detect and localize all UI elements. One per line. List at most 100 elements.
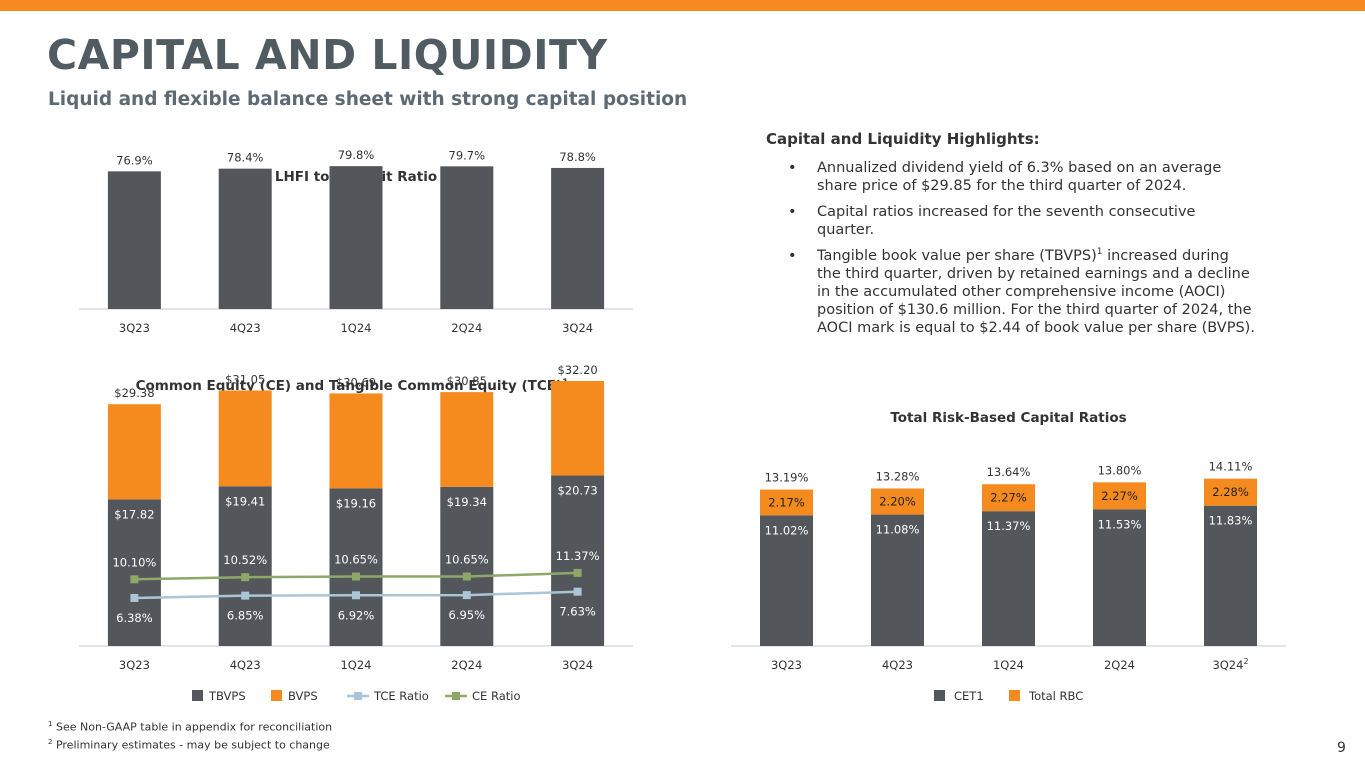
tbvps-bar (440, 486, 494, 646)
footnote-1-text: See Non-GAAP table in appendix for recon… (52, 720, 333, 734)
ce-ratio-marker (241, 573, 250, 582)
rbc-total-label: 13.19% (765, 471, 809, 485)
rbc-tick-footnote: 2 (1243, 657, 1248, 666)
ltd-bar (107, 171, 161, 309)
tce-ratio-marker (352, 591, 360, 600)
legend-marker (354, 692, 362, 700)
total-rbc-value-label: 2.28% (1212, 485, 1249, 499)
tce-ratio-label: 6.38% (116, 611, 153, 625)
cet1-bar (760, 515, 813, 646)
bvps-value-label: $30.69 (336, 375, 376, 389)
footnote-ref-1: 1 (1096, 247, 1103, 258)
top-accent-bar (0, 0, 1365, 11)
footnotes: 1 See Non-GAAP table in appendix for rec… (48, 717, 332, 752)
highlight-dividend-yield: Annualized dividend yield of 6.3% based … (766, 159, 1256, 195)
page-number: 9 (1337, 740, 1346, 756)
tce-ratio-label: 6.85% (227, 609, 264, 623)
ce-ratio-marker (462, 572, 471, 581)
cet1-bar (982, 511, 1035, 646)
rbc-total-label: 13.80% (1098, 463, 1142, 477)
rbc-x-tick-label: 4Q23 (882, 658, 913, 672)
legend-swatch (934, 690, 945, 701)
ce-ratio-marker (352, 572, 360, 581)
cet1-bar (871, 514, 924, 646)
ce-ratio-label: 10.65% (334, 553, 378, 567)
tce-ratio-label: 6.92% (338, 608, 375, 622)
legend-swatch (271, 690, 282, 701)
ltd-value-label: 79.7% (449, 148, 486, 162)
footnote-2-marker: 2 (48, 737, 53, 746)
legend-label: TBVPS (208, 689, 246, 703)
rbc-x-tick-label: 1Q24 (993, 658, 1024, 672)
legend-label: CE Ratio (472, 689, 520, 703)
total-rbc-bar (982, 484, 1035, 512)
legend-label: TCE Ratio (373, 689, 429, 703)
legend-label: BVPS (288, 689, 318, 703)
equity-x-tick-label: 2Q24 (451, 658, 482, 672)
page-subtitle: Liquid and flexible balance sheet with s… (48, 89, 688, 110)
footnote-2: 2 Preliminary estimates - may be subject… (48, 735, 332, 753)
bvps-bar (329, 393, 383, 489)
tbvps-bar (329, 488, 383, 646)
ltd-bar (218, 168, 272, 309)
legend-swatch (192, 690, 203, 701)
tbvps-value-label: $20.73 (557, 483, 597, 497)
highlight-tbvps-text-b: increased during the third quarter, driv… (817, 248, 1255, 336)
ltd-x-tick-label: 3Q24 (562, 321, 593, 335)
tbvps-bar (551, 475, 605, 646)
highlight-tbvps: Tangible book value per share (TBVPS)1 i… (766, 247, 1256, 337)
ce-ratio-label: 10.10% (112, 555, 156, 569)
ltd-x-tick-label: 1Q24 (340, 321, 371, 335)
highlights-panel: Capital and Liquidity Highlights: Annual… (766, 130, 1256, 345)
tbvps-value-label: $19.16 (336, 496, 376, 510)
ltd-x-tick-label: 2Q24 (451, 321, 482, 335)
total-rbc-value-label: 2.17% (768, 495, 805, 509)
tce-ratio-marker (573, 587, 582, 596)
ltd-value-label: 78.4% (227, 151, 264, 165)
rbc-x-tick-label: 3Q242 (1212, 657, 1248, 672)
page-title: CAPITAL AND LIQUIDITY (47, 31, 608, 79)
highlight-tbvps-text-a: Tangible book value per share (TBVPS) (817, 248, 1097, 264)
tce-ratio-label: 6.95% (449, 608, 486, 622)
ce-ratio-label: 10.65% (445, 553, 489, 567)
equity-x-tick-label: 3Q23 (119, 658, 150, 672)
bvps-bar (107, 404, 161, 500)
ltd-value-label: 79.8% (338, 148, 375, 162)
ce-ratio-label: 10.52% (223, 553, 267, 567)
highlight-capital-ratios: Capital ratios increased for the seventh… (766, 203, 1256, 239)
total-rbc-bar (1093, 482, 1146, 510)
ltd-value-label: 76.9% (116, 153, 153, 167)
cet1-value-label: 11.83% (1209, 514, 1253, 528)
ltd-chart: LHFI to Deposit Ratio76.9%3Q2378.4%4Q237… (79, 148, 633, 335)
total-rbc-value-label: 2.27% (1101, 489, 1138, 503)
ltd-bar (440, 166, 494, 309)
cet1-value-label: 11.02% (765, 523, 809, 537)
ce-ratio-marker (130, 575, 139, 584)
total-rbc-bar (760, 489, 813, 516)
tbvps-value-label: $19.34 (447, 495, 487, 509)
rbc-x-tick-label: 3Q23 (771, 658, 802, 672)
ltd-value-label: 78.8% (559, 150, 596, 164)
bvps-value-label: $31.05 (225, 372, 265, 386)
legend-marker (452, 692, 460, 700)
equity-x-tick-label: 4Q23 (230, 658, 261, 672)
equity-chart: Common Equity (CE) and Tangible Common E… (79, 363, 633, 703)
equity-x-tick-label: 3Q24 (562, 658, 593, 672)
total-rbc-value-label: 2.27% (990, 491, 1027, 505)
cet1-bar (1204, 505, 1257, 646)
ltd-bar (551, 167, 605, 309)
footnote-2-text: Preliminary estimates - may be subject t… (52, 738, 330, 752)
highlights-heading: Capital and Liquidity Highlights: (766, 130, 1040, 148)
cet1-value-label: 11.08% (876, 523, 920, 537)
tce-ratio-marker (462, 591, 471, 600)
footnote-1: 1 See Non-GAAP table in appendix for rec… (48, 717, 332, 735)
tbvps-bar (218, 486, 272, 646)
legend-label: Total RBC (1028, 689, 1083, 703)
total-rbc-value-label: 2.20% (879, 495, 916, 509)
ce-ratio-label: 11.37% (556, 549, 600, 563)
rbc-total-label: 13.64% (987, 465, 1031, 479)
ltd-x-tick-label: 4Q23 (230, 321, 261, 335)
tce-ratio-marker (130, 593, 139, 602)
bvps-bar (440, 392, 494, 487)
